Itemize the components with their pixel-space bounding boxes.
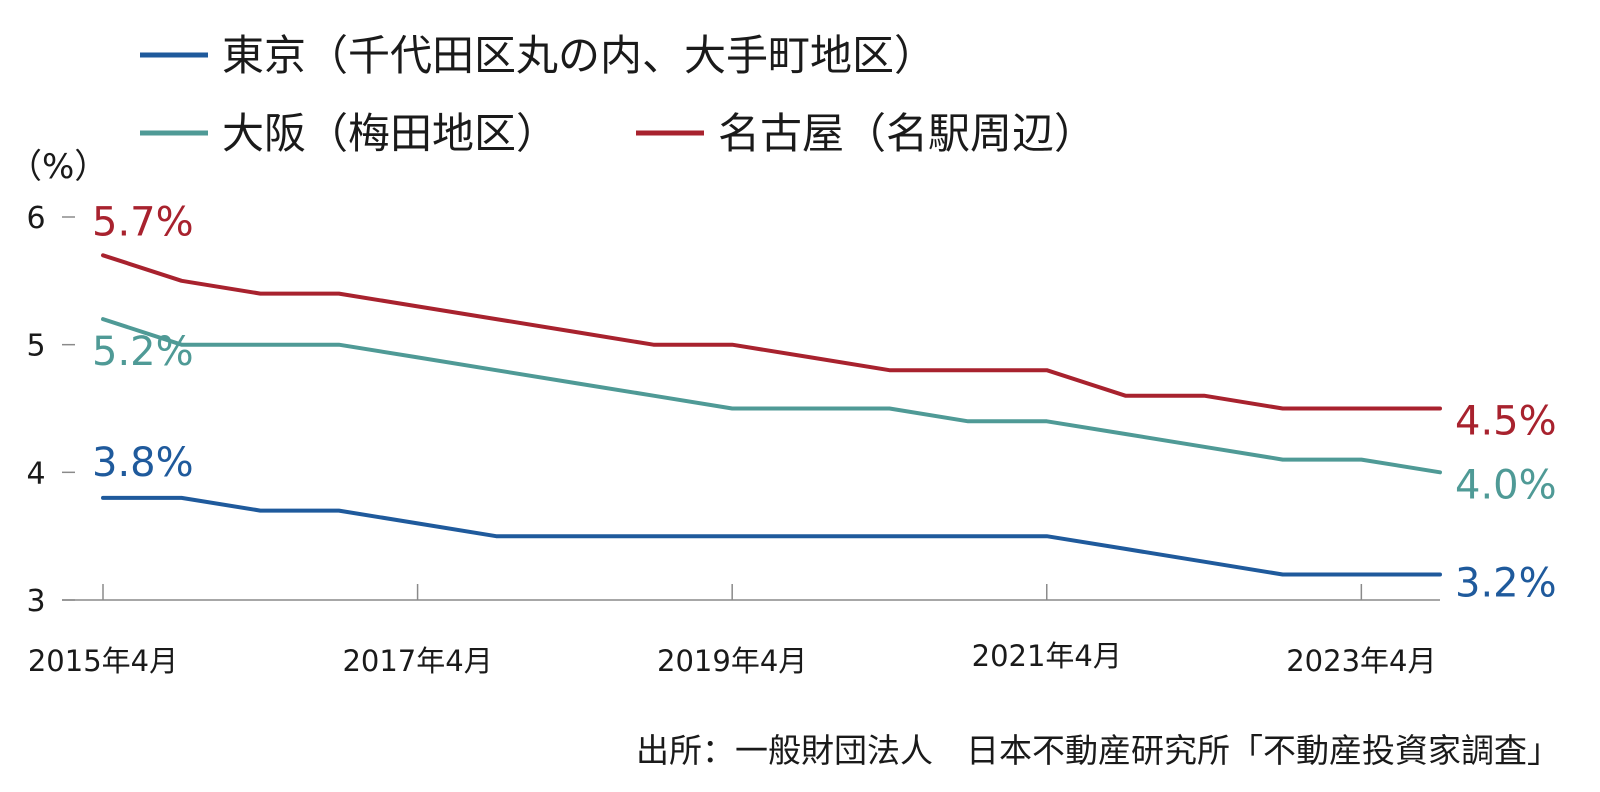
y-tick-label-0: 3 bbox=[26, 584, 45, 619]
legend: 東京（千代田区丸の内、大手町地区） 大阪（梅田地区） 名古屋（名駅周辺） bbox=[140, 31, 1096, 158]
legend-label-2: 名古屋（名駅周辺） bbox=[718, 109, 1096, 158]
end-label-2: 4.5% bbox=[1455, 399, 1557, 445]
x-tick-label-3: 2021年4月 bbox=[972, 639, 1122, 673]
series-line-0 bbox=[101, 495, 1442, 577]
start-label-2: 5.7% bbox=[92, 199, 194, 245]
x-tick-label-1: 2017年4月 bbox=[342, 644, 492, 678]
end-label-1: 4.0% bbox=[1455, 462, 1557, 508]
axes: 3 4 5 6 2015年4月 2017年4月 2019年4月 2021年4月 2023年4月 bbox=[26, 201, 1440, 678]
data-labels: 3.8% 3.2% 5.2% 4.0% 5.7% 4.5% bbox=[92, 199, 1557, 606]
legend-label-0: 東京（千代田区丸の内、大手町地区） bbox=[222, 31, 936, 80]
y-tick-label-2: 5 bbox=[26, 329, 45, 364]
legend-label-1: 大阪（梅田地区） bbox=[222, 109, 558, 158]
y-axis-unit-label: （%） bbox=[8, 147, 108, 187]
start-label-0: 3.8% bbox=[92, 440, 194, 486]
x-tick-label-4: 2023年4月 bbox=[1286, 644, 1436, 678]
x-tick-label-2: 2019年4月 bbox=[657, 644, 807, 678]
start-label-1: 5.2% bbox=[92, 329, 194, 375]
series-line-2 bbox=[101, 253, 1442, 411]
source-note: 出所：一般財団法人 日本不動産研究所「不動産投資家調査」 bbox=[636, 731, 1560, 770]
series-line-1 bbox=[101, 317, 1442, 475]
y-tick-label-1: 4 bbox=[26, 456, 45, 491]
end-label-0: 3.2% bbox=[1455, 560, 1557, 606]
x-tick-label-0: 2015年4月 bbox=[28, 644, 178, 678]
y-tick-label-3: 6 bbox=[26, 201, 45, 236]
series-lines bbox=[101, 253, 1442, 577]
